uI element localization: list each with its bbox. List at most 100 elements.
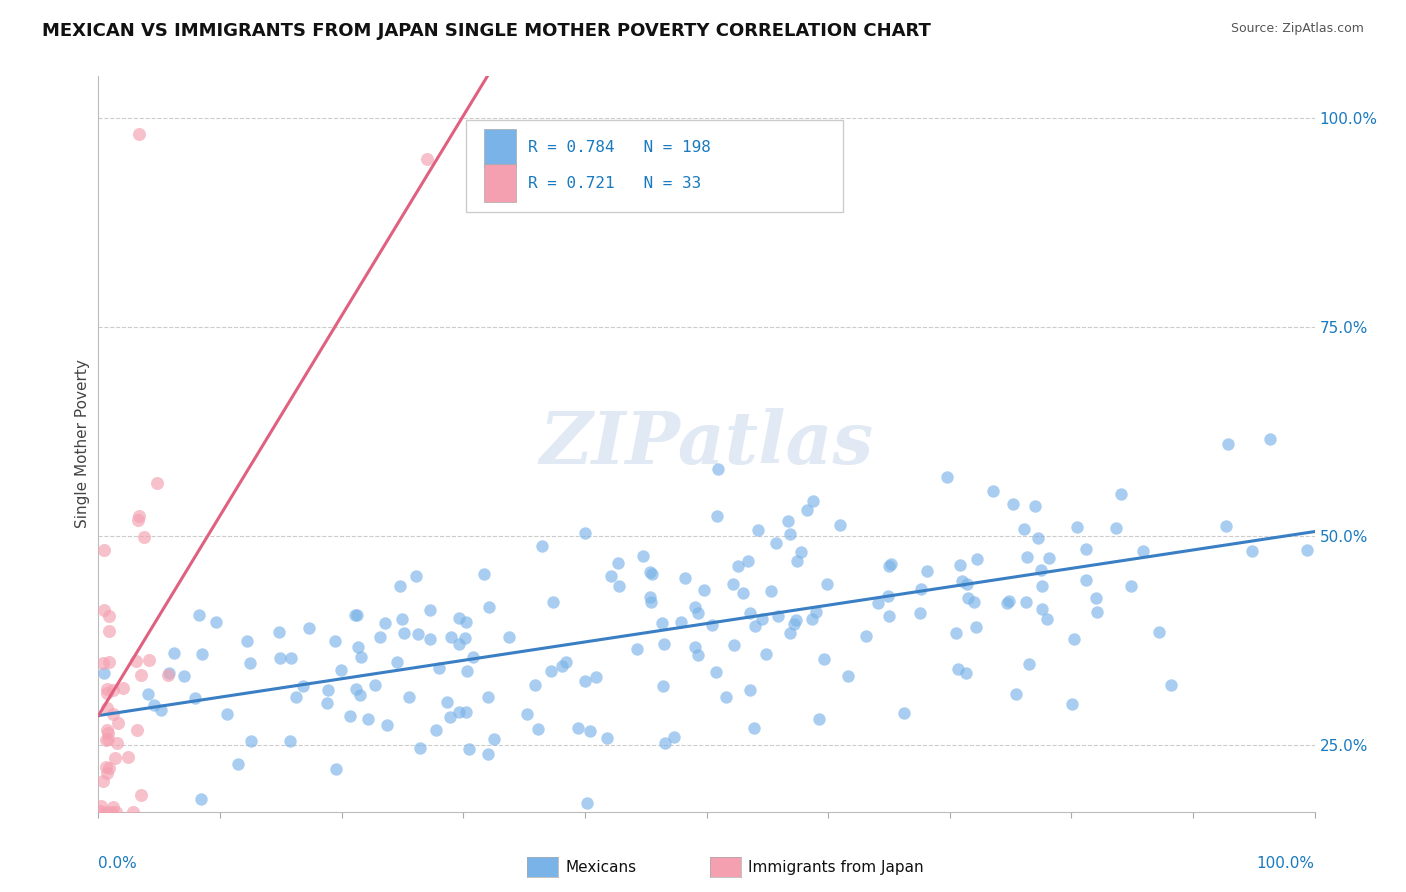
Point [530,539,553,553]
Point [269,651,291,665]
Point [226,756,249,771]
Point [759,584,782,599]
Point [173,669,195,683]
Point [96,805,118,819]
Point [700,618,723,632]
Point [127,513,149,527]
Point [425,723,447,737]
Point [191,647,214,661]
Text: ZIPatlas: ZIPatlas [540,409,873,479]
Point [1060,698,1083,712]
Point [449,706,471,720]
Point [456,705,478,719]
Point [477,747,499,762]
Point [1105,521,1128,535]
Point [1085,605,1108,619]
Point [654,736,676,750]
Point [733,585,755,599]
Point [129,788,152,802]
Point [651,679,673,693]
Point [574,674,596,689]
Point [285,690,308,705]
FancyBboxPatch shape [465,120,842,212]
Point [742,721,765,735]
Point [685,640,707,655]
Text: 0.0%: 0.0% [98,856,138,871]
Point [96,723,118,737]
Point [949,558,972,573]
Point [828,518,851,533]
Point [416,153,439,167]
Point [408,741,430,756]
Point [136,687,159,701]
Point [190,792,212,806]
Point [540,664,562,678]
Point [97,731,120,746]
Point [363,678,385,692]
Text: 100.0%: 100.0% [1257,856,1315,871]
Point [740,682,762,697]
Point [330,663,353,677]
Point [626,641,648,656]
Point [551,659,574,673]
Point [766,609,789,624]
Point [683,600,706,615]
Point [813,651,835,665]
Point [723,638,745,652]
Point [101,706,124,721]
Point [956,577,979,591]
Point [1085,591,1108,606]
Point [128,508,150,523]
Point [128,128,150,142]
Point [1018,657,1040,671]
Point [998,594,1021,608]
Point [751,612,773,626]
Point [125,654,148,668]
Point [651,616,673,631]
Point [800,612,823,626]
Point [97,725,120,739]
Point [498,630,520,644]
Point [374,616,396,631]
Point [716,690,738,704]
Point [91,774,114,789]
Point [638,565,661,579]
Point [125,723,148,737]
Point [149,703,172,717]
Point [105,736,128,750]
Point [239,656,262,670]
FancyBboxPatch shape [484,164,516,202]
Point [950,574,973,588]
Point [205,615,228,630]
Point [1074,573,1097,587]
Point [1218,437,1240,451]
Point [157,668,180,682]
Point [555,655,578,669]
Point [484,731,506,746]
Point [596,731,619,746]
Point [138,653,160,667]
Point [790,544,813,558]
Point [1147,625,1170,640]
Point [567,721,589,735]
Point [100,805,122,819]
Point [405,568,427,582]
Point [527,722,550,736]
Point [346,607,368,622]
Point [755,647,778,661]
Point [1109,487,1132,501]
Point [1031,563,1053,577]
Point [1240,544,1263,558]
Point [692,582,714,597]
Point [807,712,830,726]
Point [239,734,262,748]
Point [747,523,769,537]
Point [97,655,120,669]
Point [631,549,654,563]
Point [449,610,471,624]
Point [93,543,115,558]
Point [478,599,501,614]
Point [638,590,661,604]
Point [357,712,380,726]
Point [1031,578,1053,592]
